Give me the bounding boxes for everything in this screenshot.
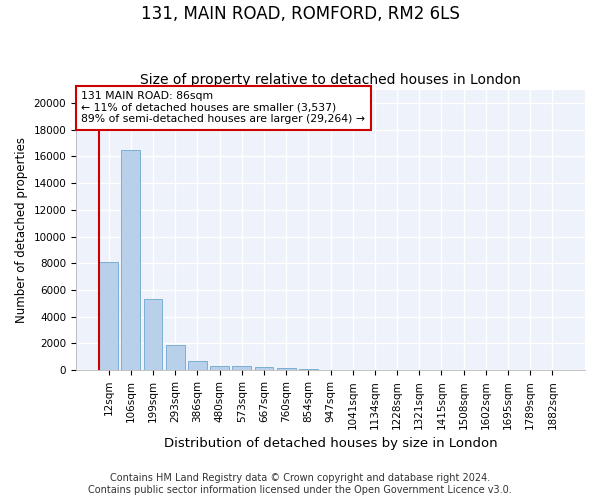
Bar [143,300,163,370]
Bar [210,366,229,370]
Y-axis label: Number of detached properties: Number of detached properties [15,137,28,323]
Bar [299,368,318,370]
Bar [254,368,274,370]
Bar [188,361,207,370]
Bar [277,368,296,370]
Bar [99,262,118,370]
Text: 131 MAIN ROAD: 86sqm
← 11% of detached houses are smaller (3,537)
89% of semi-de: 131 MAIN ROAD: 86sqm ← 11% of detached h… [81,91,365,124]
Title: Size of property relative to detached houses in London: Size of property relative to detached ho… [140,73,521,87]
Bar [166,346,185,370]
Text: 131, MAIN ROAD, ROMFORD, RM2 6LS: 131, MAIN ROAD, ROMFORD, RM2 6LS [140,5,460,23]
Text: Contains HM Land Registry data © Crown copyright and database right 2024.
Contai: Contains HM Land Registry data © Crown c… [88,474,512,495]
Bar [232,366,251,370]
Bar [121,150,140,370]
X-axis label: Distribution of detached houses by size in London: Distribution of detached houses by size … [164,437,497,450]
